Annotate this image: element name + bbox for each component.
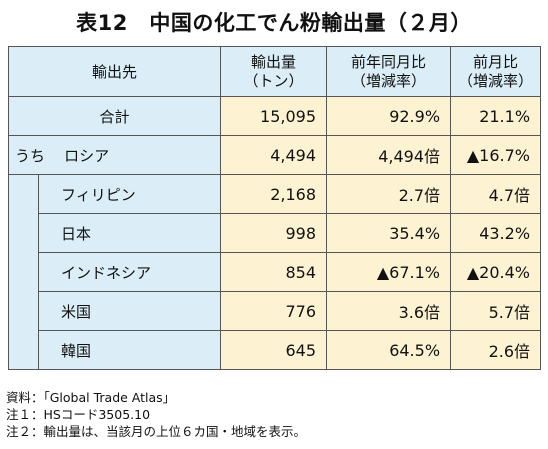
row-volume: 4,494: [220, 135, 328, 175]
row-mom: 2.6倍: [450, 330, 542, 370]
header-mom: 前月比 （増減率）: [450, 46, 542, 97]
country-label: 日本: [37, 213, 222, 253]
header-volume-line1: 輸出量: [251, 52, 297, 71]
header-mom-line2: （増減率）: [458, 71, 534, 90]
row-mom: 5.7倍: [450, 291, 542, 331]
row-mom: 43.2%: [450, 213, 542, 253]
row-volume: 854: [220, 252, 328, 292]
table-row: 米国 776 3.6倍 5.7倍: [8, 291, 542, 331]
note-source: 資料：「Global Trade Atlas」: [6, 390, 176, 405]
note-2: 注２：輸出量は、当該月の上位６カ国・地域を表示。: [6, 424, 307, 439]
row-yoy: 35.4%: [326, 213, 452, 253]
table-row: インドネシア 854 ▲67.1% ▲20.4%: [8, 252, 542, 292]
table-row: フィリピン 2,168 2.7倍 4.7倍: [8, 174, 542, 214]
row-mom: ▲20.4%: [450, 252, 542, 292]
row-volume: 998: [220, 213, 328, 253]
row-yoy: 2.7倍: [326, 174, 452, 214]
header-volume: 輸出量 （トン）: [220, 46, 328, 97]
table-title: 表12 中国の化工でん粉輸出量（２月）: [76, 11, 472, 35]
country-label: 韓国: [37, 330, 222, 370]
row-volume: 2,168: [220, 174, 328, 214]
table-row: 韓国 645 64.5% 2.6倍: [8, 330, 542, 370]
indent-spacer: [8, 252, 39, 292]
row-volume: 645: [220, 330, 328, 370]
note-1: 注１：HSコード3505.10: [6, 407, 151, 422]
row-volume: 776: [220, 291, 328, 331]
total-volume: 15,095: [220, 96, 328, 136]
table-row-total: 合計 15,095 92.9% 21.1%: [7, 96, 542, 136]
table-row: うち ロシア 4,494 4,494倍 ▲16.7%: [7, 135, 542, 175]
row-label: うち ロシア: [7, 135, 222, 175]
country-label: ロシア: [64, 146, 110, 165]
header-volume-line2: （トン）: [243, 71, 304, 90]
notes: 資料：「Global Trade Atlas」 注１：HSコード3505.10 …: [6, 389, 546, 440]
row-yoy: ▲67.1%: [326, 252, 452, 292]
row-yoy: 64.5%: [326, 330, 452, 370]
total-yoy: 92.9%: [326, 96, 452, 136]
row-mom: 4.7倍: [450, 174, 542, 214]
indent-spacer: [8, 213, 39, 253]
country-label: 米国: [37, 291, 222, 331]
row-yoy: 3.6倍: [326, 291, 452, 331]
header-yoy: 前年同月比 （増減率）: [326, 46, 452, 97]
total-mom: 21.1%: [450, 96, 542, 136]
indent-spacer: [8, 291, 39, 331]
indent-spacer: [8, 174, 39, 214]
row-mom: ▲16.7%: [450, 135, 542, 175]
country-label: インドネシア: [37, 252, 222, 292]
row-yoy: 4,494倍: [326, 135, 452, 175]
total-label: 合計: [7, 96, 222, 136]
table-row: 日本 998 35.4% 43.2%: [8, 213, 542, 253]
uchi-label: うち: [15, 146, 46, 165]
header-yoy-line1: 前年同月比: [351, 52, 427, 71]
export-table: 輸出先 輸出量 （トン） 前年同月比 （増減率） 前月比 （増減率） 合計 15…: [7, 46, 542, 370]
header-yoy-line2: （増減率）: [351, 71, 427, 90]
header-mom-line1: 前月比: [473, 52, 519, 71]
indent-spacer: [8, 330, 39, 370]
header-destination: 輸出先: [7, 46, 222, 97]
country-label: フィリピン: [37, 174, 222, 214]
